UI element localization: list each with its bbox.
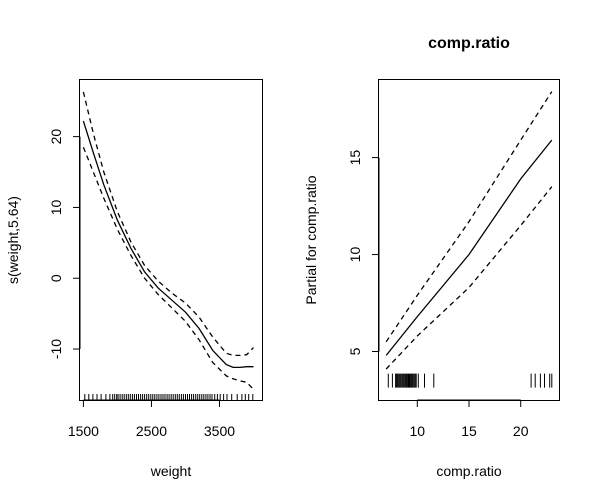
y-tick-label-comp-ratio: 15 bbox=[347, 150, 363, 166]
y-tick-label-comp-ratio: 10 bbox=[347, 247, 363, 263]
panel-comp-ratio: comp.ratio 10 15 20 5 10 15 comp.ratio Parti… bbox=[303, 35, 560, 479]
x-axis-label-comp-ratio: comp.ratio bbox=[436, 463, 502, 479]
y-tick-label-weight: 0 bbox=[48, 274, 64, 282]
y-tick-label-weight: 10 bbox=[48, 199, 64, 215]
series-lower-band-weight bbox=[82, 147, 254, 390]
x-axis-label-weight: weight bbox=[150, 463, 192, 479]
y-axis-weight: -10 0 10 20 bbox=[48, 129, 81, 359]
x-axis-weight: 1500 2500 3500 bbox=[68, 399, 235, 439]
rug-weight bbox=[84, 394, 254, 400]
x-axis-comp-ratio: 10 15 20 bbox=[409, 399, 529, 439]
series-fit-comp-ratio bbox=[385, 139, 553, 356]
rug-comp-ratio bbox=[387, 373, 553, 388]
panel-weight: 1500 2500 3500 -10 0 10 20 weight s(weight,5.… bbox=[5, 79, 263, 479]
series-fit-weight bbox=[82, 120, 254, 369]
y-tick-label-weight: -10 bbox=[48, 339, 64, 359]
y-tick-label-comp-ratio: 5 bbox=[347, 347, 363, 355]
x-tick-label-comp-ratio: 20 bbox=[513, 423, 529, 439]
y-axis-label-comp-ratio: Partial for comp.ratio bbox=[303, 175, 319, 304]
y-tick-label-weight: 20 bbox=[48, 129, 64, 145]
series-weight bbox=[82, 91, 254, 390]
x-tick-label-weight: 2500 bbox=[136, 423, 167, 439]
x-tick-label-comp-ratio: 10 bbox=[409, 423, 425, 439]
series-upper-band-comp-ratio bbox=[385, 91, 553, 343]
x-tick-label-comp-ratio: 15 bbox=[461, 423, 477, 439]
series-lower-band-comp-ratio bbox=[385, 186, 553, 370]
y-axis-comp-ratio: 5 10 15 bbox=[347, 150, 380, 355]
x-tick-label-weight: 1500 bbox=[68, 423, 99, 439]
x-tick-label-weight: 3500 bbox=[204, 423, 235, 439]
y-axis-label-weight: s(weight,5.64) bbox=[5, 196, 21, 284]
chart-title-comp-ratio: comp.ratio bbox=[428, 35, 510, 52]
series-comp-ratio bbox=[385, 91, 553, 370]
series-upper-band-weight bbox=[82, 91, 254, 357]
